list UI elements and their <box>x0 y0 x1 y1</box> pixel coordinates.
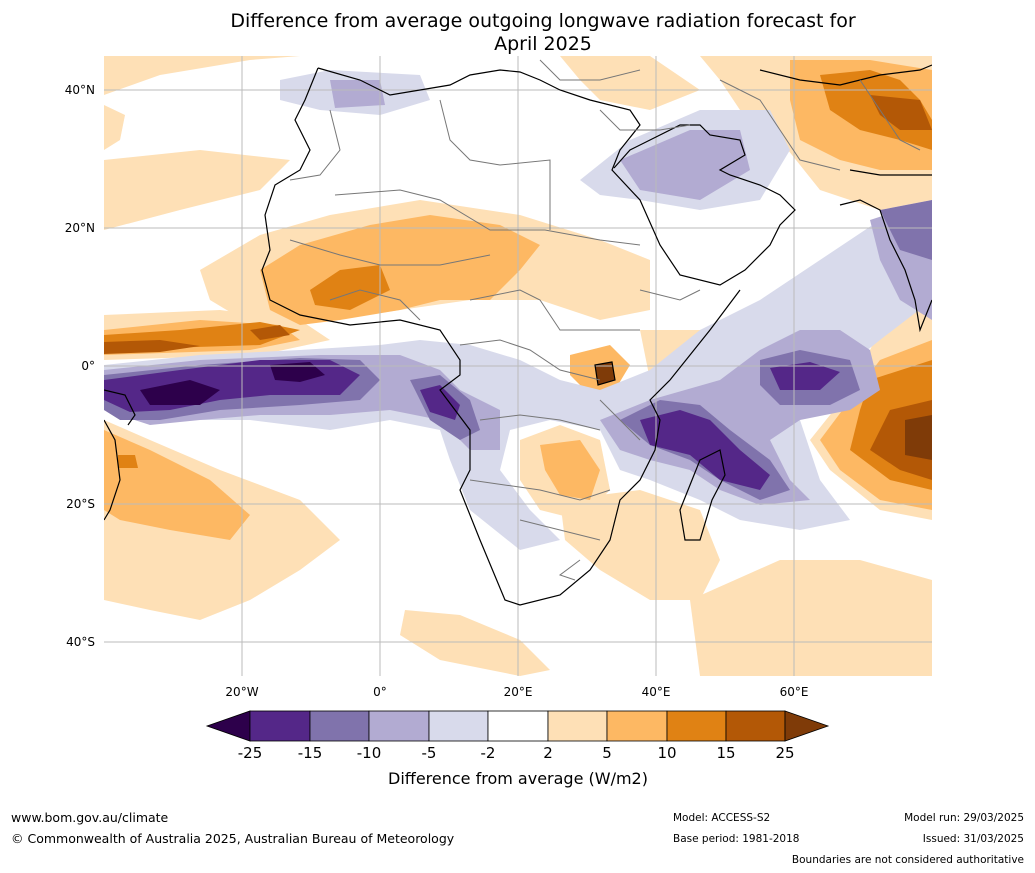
colorbar-swatch <box>249 710 311 742</box>
colorbar-tick-label: 5 <box>602 744 612 762</box>
colorbar-over-triangle <box>784 710 830 742</box>
website-link[interactable]: www.bom.gov.au/climate <box>11 810 169 825</box>
anomaly-below-minus-25 <box>140 362 325 405</box>
country-borders <box>289 59 921 581</box>
lon-label-20w: 20°W <box>225 685 259 699</box>
lat-label-20s: 20°S <box>66 497 95 511</box>
lon-label-40e: 40°E <box>641 685 671 699</box>
map-title: Difference from average outgoing longwav… <box>100 10 986 56</box>
colorbar-swatch <box>309 710 370 742</box>
colorbar-tick-label: -5 <box>421 744 437 762</box>
colorbar-swatch <box>487 710 549 742</box>
colorbar-under-triangle <box>205 710 251 742</box>
colorbar-title: Difference from average (W/m2) <box>388 769 648 788</box>
colorbar <box>205 710 830 742</box>
colorbar-tick-label: -10 <box>356 744 382 762</box>
colorbar-tick-label: -2 <box>480 744 496 762</box>
title-line-1: Difference from average outgoing longwav… <box>230 10 856 32</box>
lon-label-0: 0° <box>373 685 387 699</box>
colorbar-tick-label: -15 <box>297 744 323 762</box>
colorbar-swatch <box>725 710 786 742</box>
model-text: Model: ACCESS-S2 <box>673 812 771 824</box>
graticule <box>104 56 932 676</box>
colorbar-tick-label: -25 <box>237 744 263 762</box>
colorbar-swatch <box>666 710 727 742</box>
lon-label-20e: 20°E <box>503 685 533 699</box>
colorbar-swatch <box>368 710 430 742</box>
lat-label-40s: 40°S <box>66 635 95 649</box>
lon-label-60e: 60°E <box>779 685 809 699</box>
anomaly-above-25 <box>595 362 932 460</box>
lat-label-0: 0° <box>81 359 95 373</box>
colorbar-tick-label: 2 <box>543 744 553 762</box>
colorbar-tick-label: 25 <box>775 744 795 762</box>
copyright-text: © Commonwealth of Australia 2025, Austra… <box>11 831 455 846</box>
lat-label-40n: 40°N <box>64 83 95 97</box>
colorbar-swatch <box>428 710 489 742</box>
colorbar-swatch <box>606 710 668 742</box>
colorbar-tick-label: 15 <box>716 744 736 762</box>
base-period-text: Base period: 1981-2018 <box>673 833 800 845</box>
colorbar-tick-label: 10 <box>657 744 677 762</box>
model-run-text: Model run: 29/03/2025 <box>904 812 1024 824</box>
issued-text: Issued: 31/03/2025 <box>922 833 1024 845</box>
colorbar-swatch <box>547 710 608 742</box>
disclaimer-text: Boundaries are not considered authoritat… <box>791 854 1024 866</box>
lat-label-20n: 20°N <box>64 221 95 235</box>
title-line-2: April 2025 <box>494 33 592 55</box>
